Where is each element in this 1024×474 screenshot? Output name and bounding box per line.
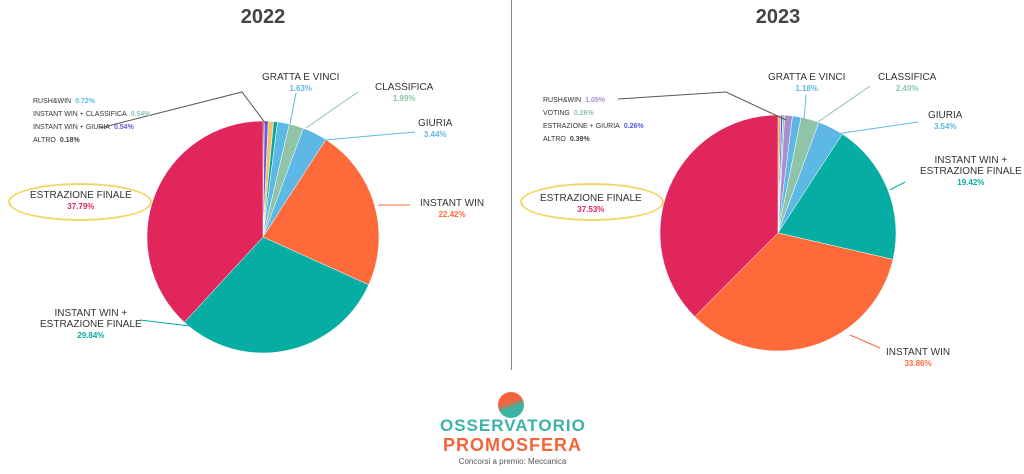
label-giuria-2023: GIURIA 3.54% — [928, 110, 963, 131]
label-instant-2022: INSTANT WIN 22.42% — [420, 198, 485, 219]
label-gratta-2022: GRATTA E VINCI 1.63% — [262, 72, 340, 93]
title-2022: 2022 — [240, 6, 286, 28]
label-gratta-2023: GRATTA E VINCI 1.18% — [768, 72, 846, 93]
small-legend-2023: RUSH&WIN 1.05% VOTING 0.26% ESTRAZIONE + G… — [543, 94, 644, 146]
label-iwef-2022: INSTANT WIN + ESTRAZIONE FINALE 29.84% — [40, 308, 142, 340]
small-item: RUSH&WIN 1.05% — [543, 97, 605, 104]
label-ef-2022: ESTRAZIONE FINALE 37.79% — [30, 190, 132, 211]
label-instant-2023: INSTANT WIN 33.86% — [886, 347, 951, 368]
small-item: ALTRO 0.18% — [33, 137, 80, 144]
small-item: INSTANT WIN + CLASSIFICA 0.54% — [33, 111, 151, 118]
logo-subtitle: Concorsi a premio: Meccanica — [458, 457, 567, 466]
small-item: ESTRAZIONE + GIURIA 0.26% — [543, 123, 644, 130]
label-giuria-2022: GIURIA 3.44% — [418, 118, 453, 139]
small-item: ALTRO 0.39% — [543, 136, 590, 143]
pie-slice-instant-win — [262, 139, 380, 286]
pie-2022 — [146, 120, 380, 354]
label-ef-2023: ESTRAZIONE FINALE 37.53% — [540, 193, 642, 214]
highlight-ellipse-2022 — [8, 183, 152, 221]
divider — [511, 0, 512, 370]
pie-slice-instant-win — [694, 232, 894, 352]
globe-icon — [498, 392, 524, 418]
small-legend-2022: RUSH&WIN 0.72% INSTANT WIN + CLASSIFICA 0.… — [33, 95, 151, 147]
small-item: INSTANT WIN + GIURIA 0.54% — [33, 124, 134, 131]
pie-slice-instant-win-estrazione-finale — [183, 236, 370, 354]
pie-slice-estrazione-finale — [659, 114, 779, 317]
small-item: RUSH&WIN 0.72% — [33, 98, 95, 105]
pie-slice-estrazione-finale — [146, 120, 264, 323]
leader-lines — [99, 85, 919, 349]
label-classifica-2023: CLASSIFICA 2.49% — [878, 72, 937, 93]
small-item: VOTING 0.26% — [543, 110, 594, 117]
pie-slice-instant-win-estrazione-finale — [777, 133, 897, 260]
logo-line2: PROMOSFERA — [442, 435, 582, 455]
logo-line1: OSSERVATORIO — [440, 416, 586, 435]
title-2023: 2023 — [755, 6, 801, 28]
pie-2023 — [659, 114, 897, 352]
logo: OSSERVATORIO PROMOSFERA Concorsi a premi… — [440, 392, 585, 466]
label-iwef-2023: INSTANT WIN + ESTRAZIONE FINALE 19.42% — [920, 155, 1022, 187]
label-classifica-2022: CLASSIFICA 1.99% — [375, 82, 434, 103]
highlight-ellipse-2023 — [520, 183, 664, 221]
